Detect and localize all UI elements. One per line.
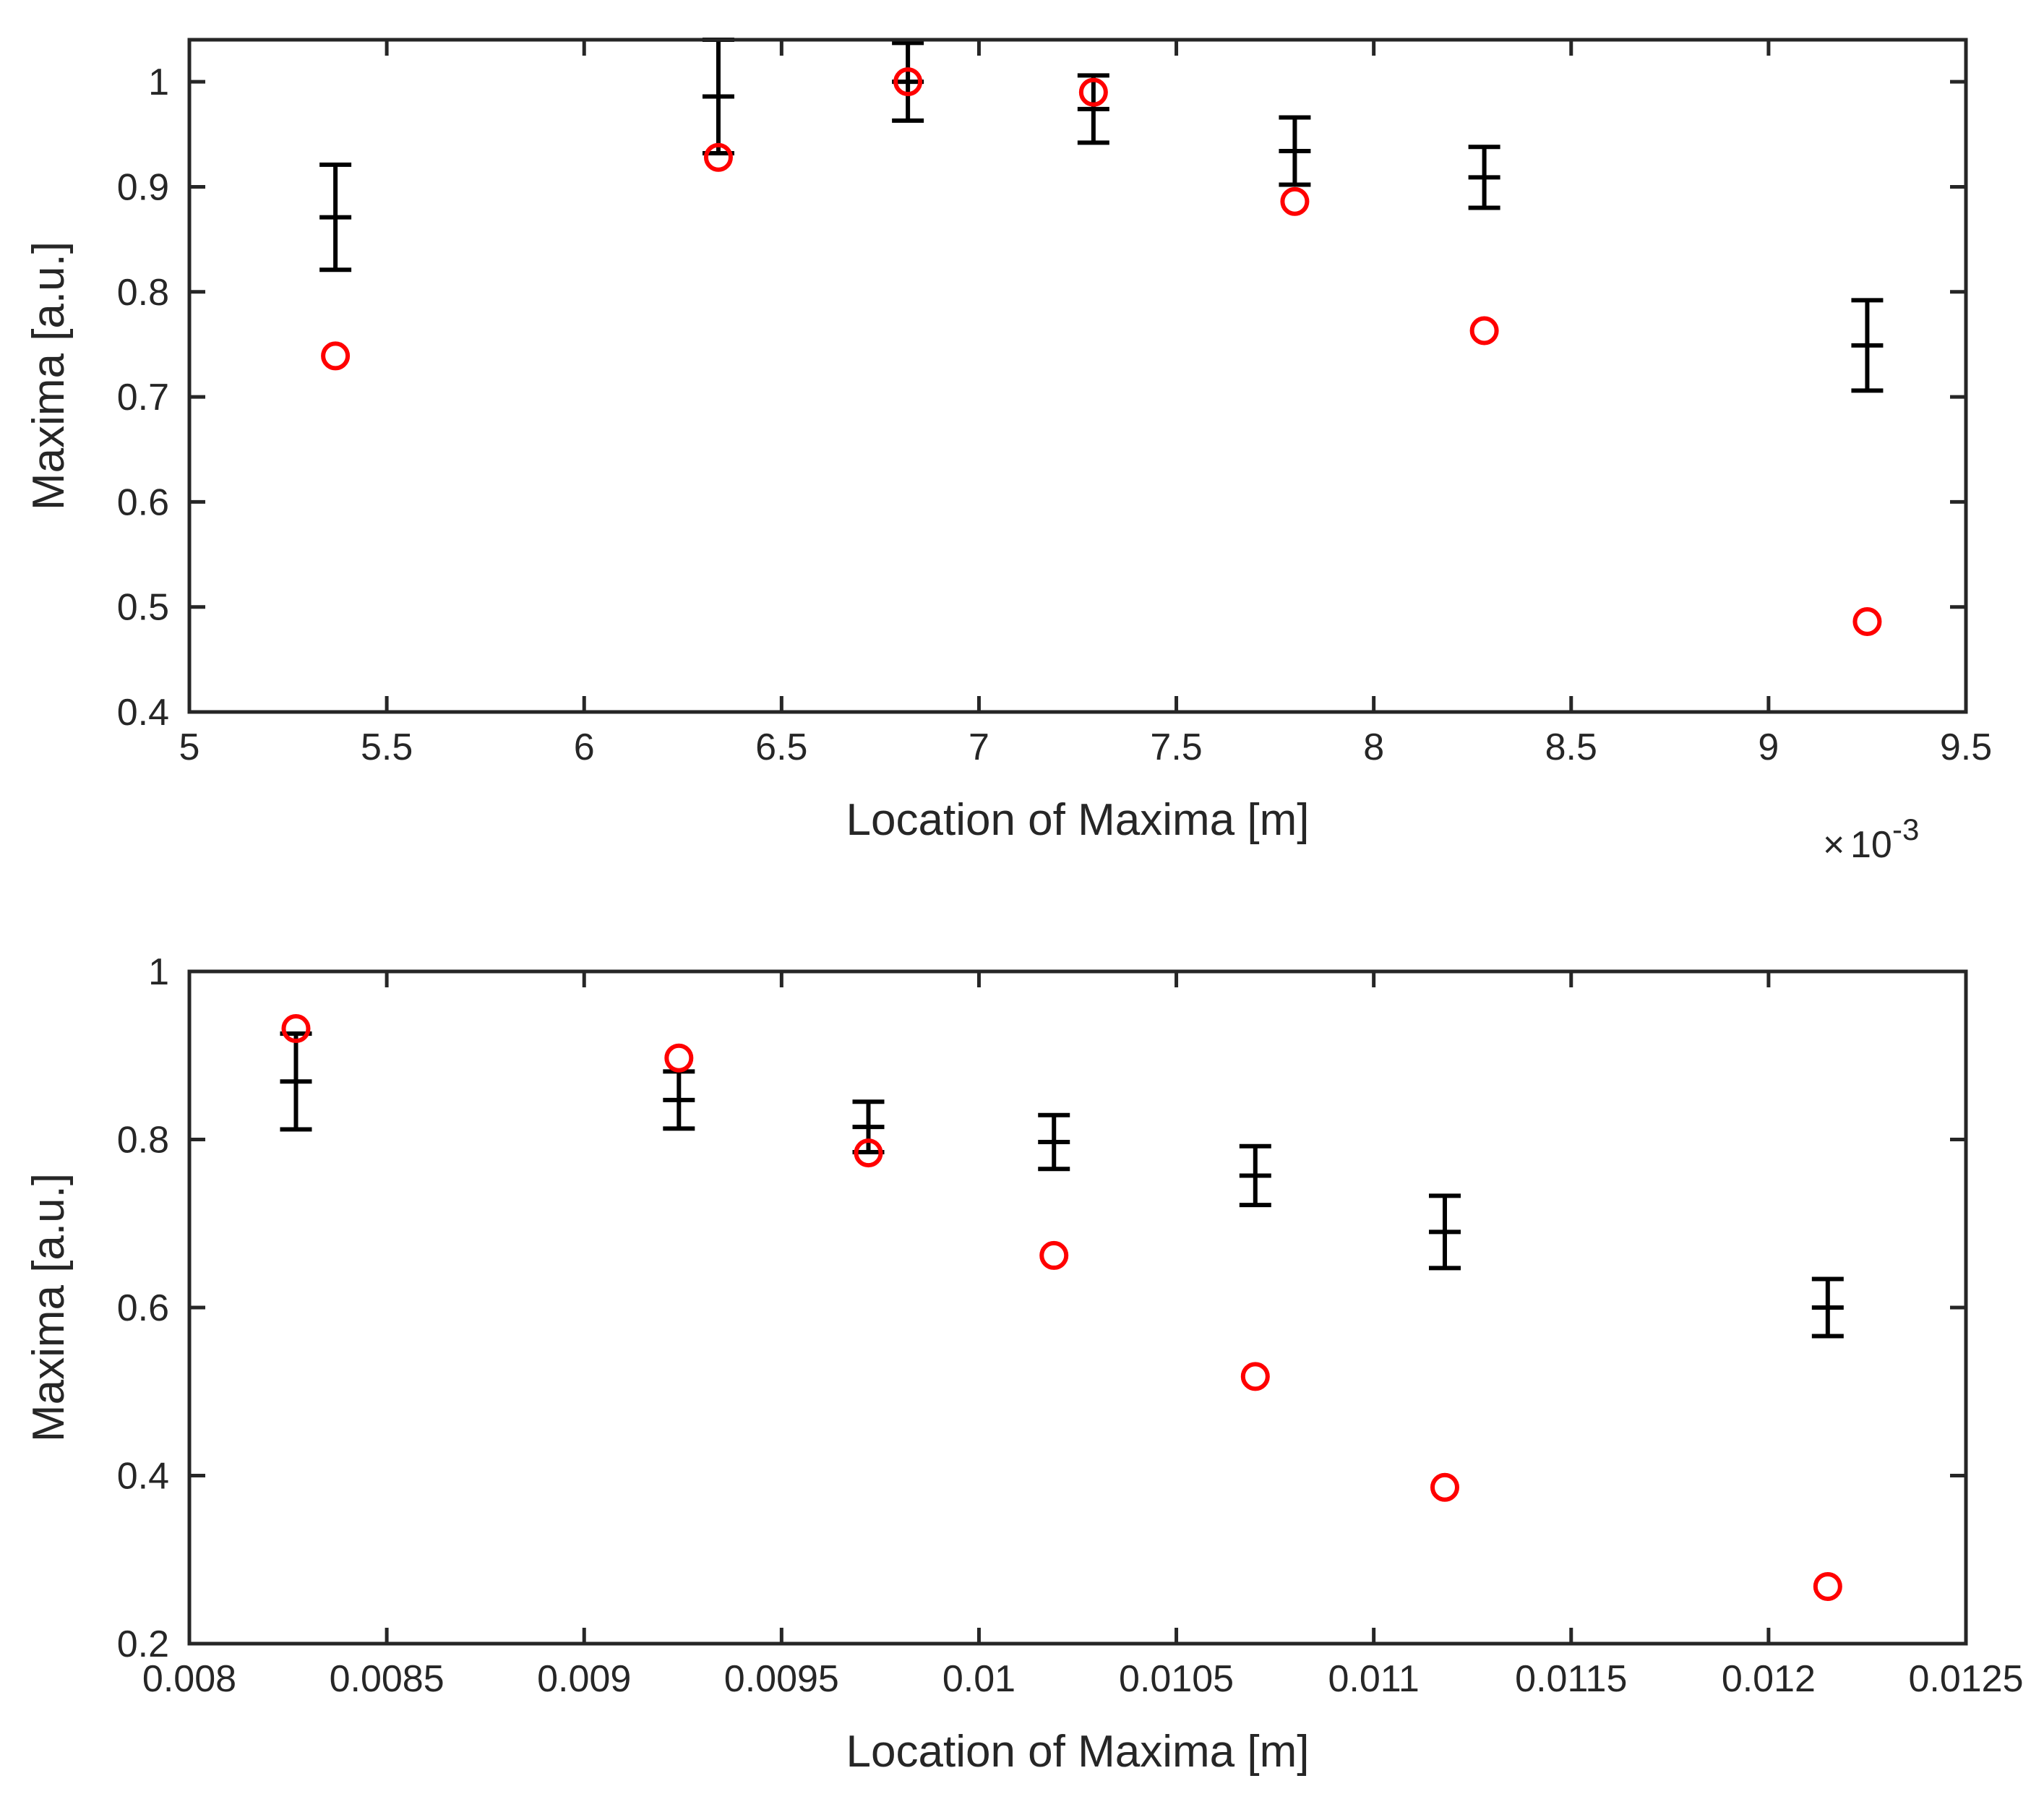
y-tick-label: 0.4 (117, 692, 169, 734)
errorbar-point (1077, 73, 1109, 145)
y-tick-label: 0.8 (117, 272, 169, 314)
red-circle-marker (1240, 1362, 1270, 1391)
x-tick-label: 0.011 (1328, 1658, 1420, 1700)
bottom-subplot-ticks (187, 969, 1968, 1646)
x-tick-label: 6 (574, 726, 595, 768)
x-exponent-multiplier: × 10 -3 (1823, 812, 1919, 866)
x-tick-label: 0.0095 (724, 1658, 839, 1700)
bottom-y-axis-label: Maxima [a.u.] (24, 1173, 74, 1442)
x-tick-label: 0.0105 (1119, 1658, 1234, 1700)
y-tick-label: 0.2 (117, 1623, 169, 1665)
errorbar-point (319, 162, 352, 272)
y-tick-label: 0.6 (117, 481, 169, 523)
top-subplot-ticks (187, 40, 1968, 714)
top-subplot-axes-box (187, 38, 1968, 714)
x-tick-label: 6.5 (755, 726, 807, 768)
x-tick-label: 9.5 (1940, 726, 1992, 768)
x-tick-label: 7 (969, 726, 989, 768)
red-circle-marker (854, 1138, 883, 1168)
x-tick-label: 0.0085 (330, 1658, 445, 1700)
multiplier-base: 10 (1850, 824, 1892, 866)
errorbar-point (1851, 298, 1884, 393)
errorbar-point (1038, 1112, 1070, 1172)
red-circle-marker (321, 341, 351, 371)
multiplier-exponent: -3 (1892, 812, 1919, 846)
red-circle-marker (1039, 1240, 1069, 1270)
red-circle-marker (1078, 77, 1108, 107)
red-circle-marker (1280, 186, 1310, 216)
y-tick-label: 0.5 (117, 587, 169, 629)
bottom-subplot-series (280, 1014, 1844, 1601)
red-circle-marker (1813, 1571, 1842, 1601)
x-tick-label: 5.5 (361, 726, 413, 768)
red-circle-marker (1852, 607, 1882, 637)
top-subplot-tick-labels: 5 5.5 6 6.5 7 7.5 8 8.5 9 9.5 0.4 0.5 0.6 0.7 0.8 0.9 1 (117, 61, 1992, 768)
top-subplot: 5 5.5 6 6.5 7 7.5 8 8.5 9 9.50.40.50.60.70.80.91 … (24, 38, 1992, 866)
y-tick-label: 0.4 (117, 1456, 169, 1498)
x-tick-label: 0.009 (537, 1658, 631, 1700)
red-circle-marker (664, 1043, 694, 1073)
x-tick-label: 5 (179, 726, 200, 768)
x-tick-label: 0.01 (942, 1658, 1015, 1700)
errorbar-point (1811, 1276, 1844, 1339)
y-tick-label: 1 (148, 951, 169, 993)
top-subplot-series (319, 38, 1884, 637)
red-circle-marker (1469, 316, 1499, 345)
bottom-subplot: 0.008 0.0085 0.009 0.0095 0.01 0.0105 0.011 0.0… (24, 951, 2024, 1777)
bottom-x-axis-label: Location of Maxima [m] (846, 1727, 1310, 1777)
x-tick-label: 0.0125 (1908, 1658, 2023, 1700)
y-tick-label: 0.6 (117, 1287, 169, 1329)
x-tick-label: 0.008 (142, 1658, 236, 1700)
x-tick-label: 0.012 (1722, 1658, 1816, 1700)
x-tick-label: 7.5 (1150, 726, 1202, 768)
y-tick-label: 0.7 (117, 377, 169, 419)
x-tick-label: 8.5 (1545, 726, 1597, 768)
x-tick-label: 0.0115 (1515, 1658, 1627, 1700)
top-x-axis-label: Location of Maxima [m] (846, 795, 1310, 845)
errorbar-point (1468, 145, 1500, 210)
red-circle-marker (703, 142, 733, 172)
red-circle-marker (893, 67, 923, 97)
red-circle-marker (281, 1014, 311, 1044)
errorbar-point (1428, 1193, 1461, 1271)
bottom-subplot-tick-labels: 0.008 0.0085 0.009 0.0095 0.01 0.0105 0.011 0.0… (117, 951, 2024, 1700)
y-tick-label: 0.9 (117, 166, 169, 208)
red-circle-marker (1430, 1472, 1459, 1502)
top-y-axis-label: Maxima [a.u.] (24, 241, 74, 510)
errorbar-point (1279, 115, 1311, 187)
multiplier-sign: × (1823, 824, 1845, 866)
errorbar-point (1239, 1143, 1271, 1208)
x-tick-label: 8 (1363, 726, 1384, 768)
x-tick-label: 9 (1758, 726, 1779, 768)
y-tick-label: 0.8 (117, 1120, 169, 1162)
y-tick-label: 1 (148, 61, 169, 103)
bottom-subplot-axes-box (187, 969, 1968, 1646)
